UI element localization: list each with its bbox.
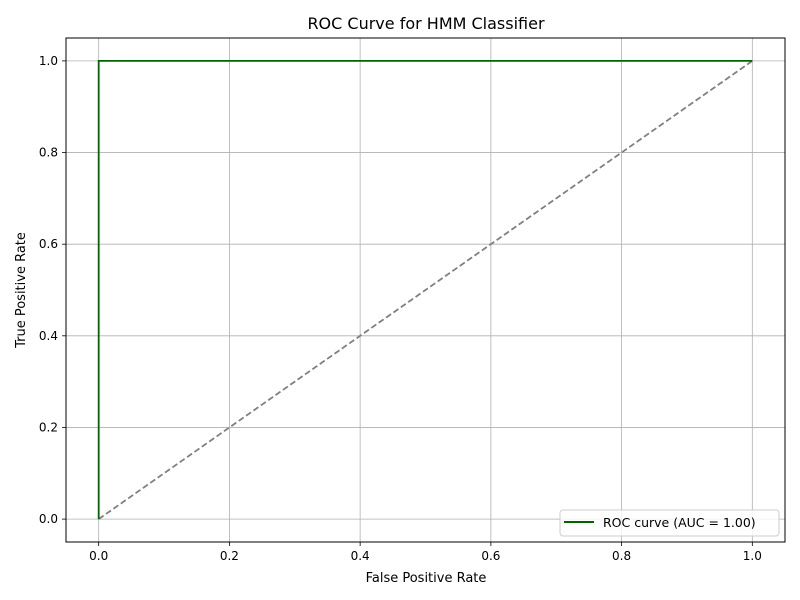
tick-layer: 0.0 0.2 0.4 0.6 0.8 1.0 0.0 0.2 0.4 0.6 0.8 1.0 [39,54,762,563]
plot-frame [65,37,786,543]
series-layer [97,60,753,520]
x-tick-label: 0.2 [220,549,239,563]
x-tick-label: 0.6 [481,549,500,563]
y-tick-label: 0.2 [39,420,58,434]
y-tick-label: 0.8 [39,146,58,160]
x-tick-label: 0.4 [351,549,370,563]
x-tick-label: 0.8 [612,549,631,563]
y-axis-label: True Positive Rate [14,232,29,349]
y-tick-label: 0.6 [39,237,58,251]
roc-curve-line [97,60,753,520]
x-tick-label: 0.0 [89,549,108,563]
legend-box [559,509,780,537]
legend-label: ROC curve (AUC = 1.00) [603,515,756,530]
diagonal-reference-line [98,60,753,520]
legend: ROC curve (AUC = 1.00) [559,509,780,537]
y-tick-label: 0.4 [39,329,58,343]
y-tick-label: 1.0 [39,54,58,68]
x-tick-label: 1.0 [743,549,762,563]
grid-layer [66,38,785,542]
chart-title: ROC Curve for HMM Classifier [307,14,545,33]
x-axis-label: False Positive Rate [366,571,487,586]
y-tick-label: 0.0 [39,512,58,526]
